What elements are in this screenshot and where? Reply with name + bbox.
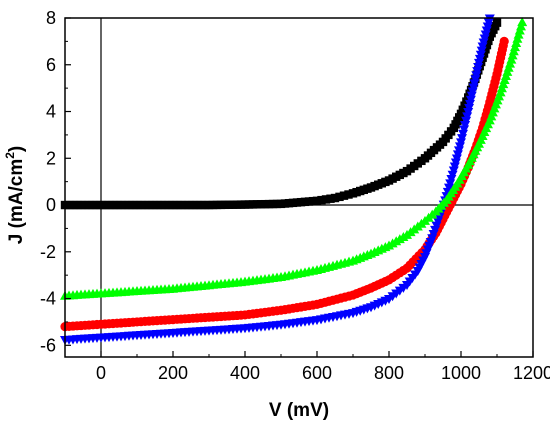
data-point	[460, 121, 471, 131]
data-point	[484, 14, 495, 24]
data-point	[465, 99, 475, 109]
data-point	[464, 103, 475, 113]
data-point	[468, 83, 479, 93]
data-point	[463, 108, 474, 118]
data-point	[470, 75, 481, 85]
data-point	[335, 192, 344, 202]
plot-frame	[64, 17, 534, 358]
y-tick-label: -4	[40, 289, 56, 309]
x-tick-label: 1200	[513, 363, 550, 383]
y-axis-title-close: )	[6, 146, 27, 152]
data-point	[330, 193, 340, 203]
data-point	[472, 67, 483, 77]
data-point	[326, 194, 335, 203]
data-point	[471, 71, 482, 81]
y-tick-label: 6	[46, 55, 56, 75]
data-point	[499, 36, 509, 46]
x-tick-label: 800	[374, 363, 404, 383]
x-axis-title: V (mV)	[269, 400, 329, 421]
y-axis-title-superscript: 2	[3, 152, 17, 159]
data-point	[344, 190, 353, 199]
plot-area	[60, 14, 533, 357]
data-point	[484, 36, 493, 46]
data-point	[456, 138, 466, 148]
data-point	[457, 134, 468, 144]
data-point	[312, 196, 322, 206]
x-tick-label: 0	[96, 363, 106, 383]
data-point	[474, 58, 484, 68]
y-axis-title-main: J (mA/cm	[6, 159, 27, 245]
data-point	[475, 50, 486, 60]
series-0-square	[60, 18, 502, 210]
series-1-circle	[60, 36, 509, 332]
data-point	[469, 79, 480, 89]
data-point	[517, 17, 528, 27]
x-tick-label: 200	[158, 363, 188, 383]
data-point	[492, 18, 502, 27]
data-point	[461, 116, 472, 126]
y-tick-label: 8	[46, 8, 56, 28]
x-tick-label: 400	[230, 363, 260, 383]
series-2-triangle-down	[60, 14, 495, 345]
data-point	[474, 54, 485, 64]
data-point	[458, 129, 469, 139]
x-tick-label: 600	[302, 363, 332, 383]
data-point	[462, 112, 473, 122]
series-3-triangle-up	[60, 17, 528, 300]
data-point	[465, 95, 476, 105]
x-tick-label: 1000	[441, 363, 481, 383]
data-point	[317, 195, 326, 205]
axis-ticks: 0 200 400 600 800 1000 1200 -6 -4 -2 0 2 4 6 8	[40, 8, 550, 383]
data-point	[466, 91, 477, 101]
data-point	[321, 195, 331, 204]
y-tick-label: 4	[46, 102, 56, 122]
y-tick-label: -6	[40, 335, 56, 355]
y-tick-label: 2	[46, 148, 56, 168]
data-point	[339, 191, 349, 200]
data-point	[476, 46, 487, 56]
data-point	[473, 63, 484, 73]
data-point	[467, 87, 478, 97]
y-tick-label: 0	[46, 195, 56, 215]
data-point	[459, 125, 470, 135]
data-point	[482, 40, 492, 50]
data-point	[481, 45, 490, 54]
y-tick-label: -2	[40, 242, 56, 262]
y-axis-title: J (mA/cm2)	[3, 146, 27, 245]
